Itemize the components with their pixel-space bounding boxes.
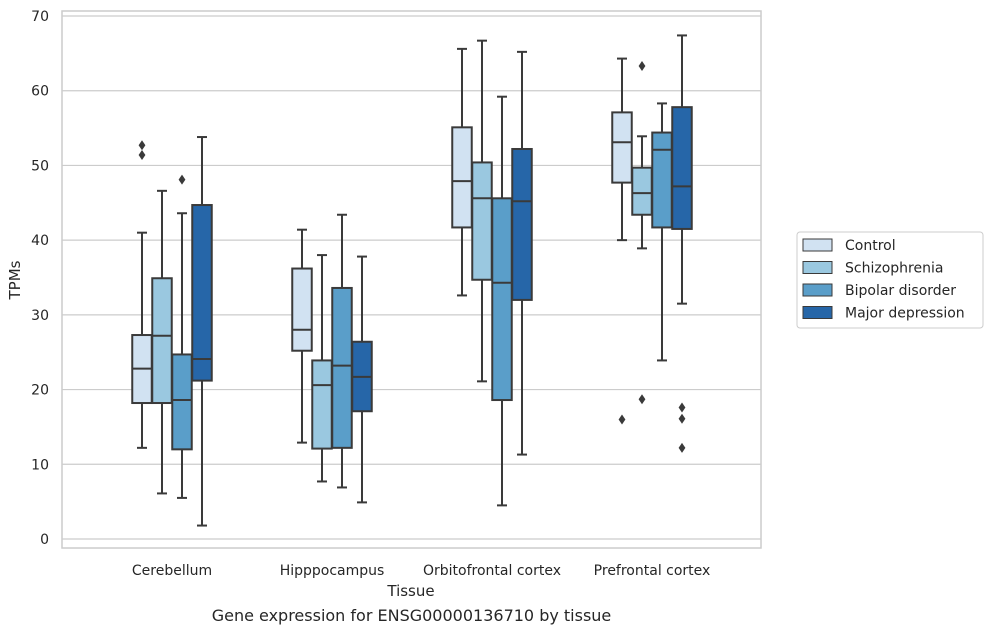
x-tick-labels: Cerebellum Hipppocampus Orbitofrontal cort…: [132, 563, 710, 579]
box: [631, 61, 653, 405]
outlier-marker: [678, 402, 686, 413]
y-axis-label: TPMs: [6, 260, 24, 300]
box: [191, 136, 213, 527]
y-tick-label: 70: [31, 9, 49, 25]
box-iqr: [291, 267, 313, 352]
box: [471, 39, 493, 383]
y-tick-label: 20: [31, 383, 49, 399]
box-iqr: [151, 277, 173, 405]
box: [291, 228, 313, 444]
box: [611, 57, 633, 425]
outlier-marker: [638, 394, 646, 405]
box: [651, 102, 673, 362]
legend-label: Schizophrenia: [845, 261, 943, 277]
legend-swatch: [802, 283, 833, 297]
box: [131, 140, 153, 449]
box-iqr: [451, 126, 473, 229]
box-iqr: [671, 106, 693, 230]
outlier-marker: [678, 413, 686, 424]
box: [151, 189, 173, 495]
y-tick-label: 40: [31, 233, 49, 249]
x-tick-label: Orbitofrontal cortex: [423, 563, 561, 579]
box: [351, 255, 373, 504]
box: [171, 174, 193, 499]
box: [511, 50, 533, 456]
legend-swatch: [802, 261, 833, 274]
box-iqr: [191, 204, 213, 382]
box-iqr: [331, 286, 353, 449]
outlier-marker: [138, 149, 146, 160]
legend: Control Schizophrenia Bipolar disorder Majo…: [796, 231, 984, 329]
outlier-marker: [178, 174, 186, 185]
x-axis-label: Tissue: [386, 582, 434, 600]
x-tick-label: Cerebellum: [132, 563, 212, 579]
legend-swatch: [802, 306, 833, 319]
y-tick-label: 60: [31, 84, 49, 100]
box-iqr: [471, 161, 493, 281]
plot-frame: [61, 10, 762, 549]
x-tick-label: Hipppocampus: [280, 563, 385, 579]
box: [451, 47, 473, 297]
box: [671, 34, 693, 453]
box: [311, 254, 333, 483]
legend-label: Bipolar disorder: [845, 283, 956, 299]
plot-boxes: [131, 34, 693, 527]
y-tick-label: 50: [31, 158, 49, 174]
y-tick-labels: 0 10 20 30 40 50 60 70: [31, 9, 49, 548]
y-tick-label: 10: [31, 457, 49, 473]
box-iqr: [651, 131, 673, 229]
legend-frame: [796, 231, 984, 329]
box-iqr: [171, 353, 193, 451]
box-iqr: [491, 197, 513, 402]
outlier-marker: [618, 414, 626, 425]
box: [491, 95, 513, 507]
box-iqr: [611, 111, 633, 184]
box: [331, 213, 353, 489]
x-tick-label: Prefrontal cortex: [594, 563, 711, 579]
figure-caption: Gene expression for ENSG00000136710 by t…: [211, 606, 612, 625]
box-iqr: [631, 166, 653, 216]
legend-label: Major depression: [845, 306, 965, 322]
legend-swatch: [802, 238, 833, 252]
outlier-marker: [638, 61, 646, 72]
legend-label: Control: [845, 238, 896, 254]
y-tick-label: 30: [31, 308, 49, 324]
y-tick-label: 0: [40, 532, 49, 548]
outlier-marker: [678, 442, 686, 453]
box-iqr: [311, 359, 333, 450]
outlier-marker: [138, 140, 146, 151]
box-iqr: [511, 147, 533, 301]
